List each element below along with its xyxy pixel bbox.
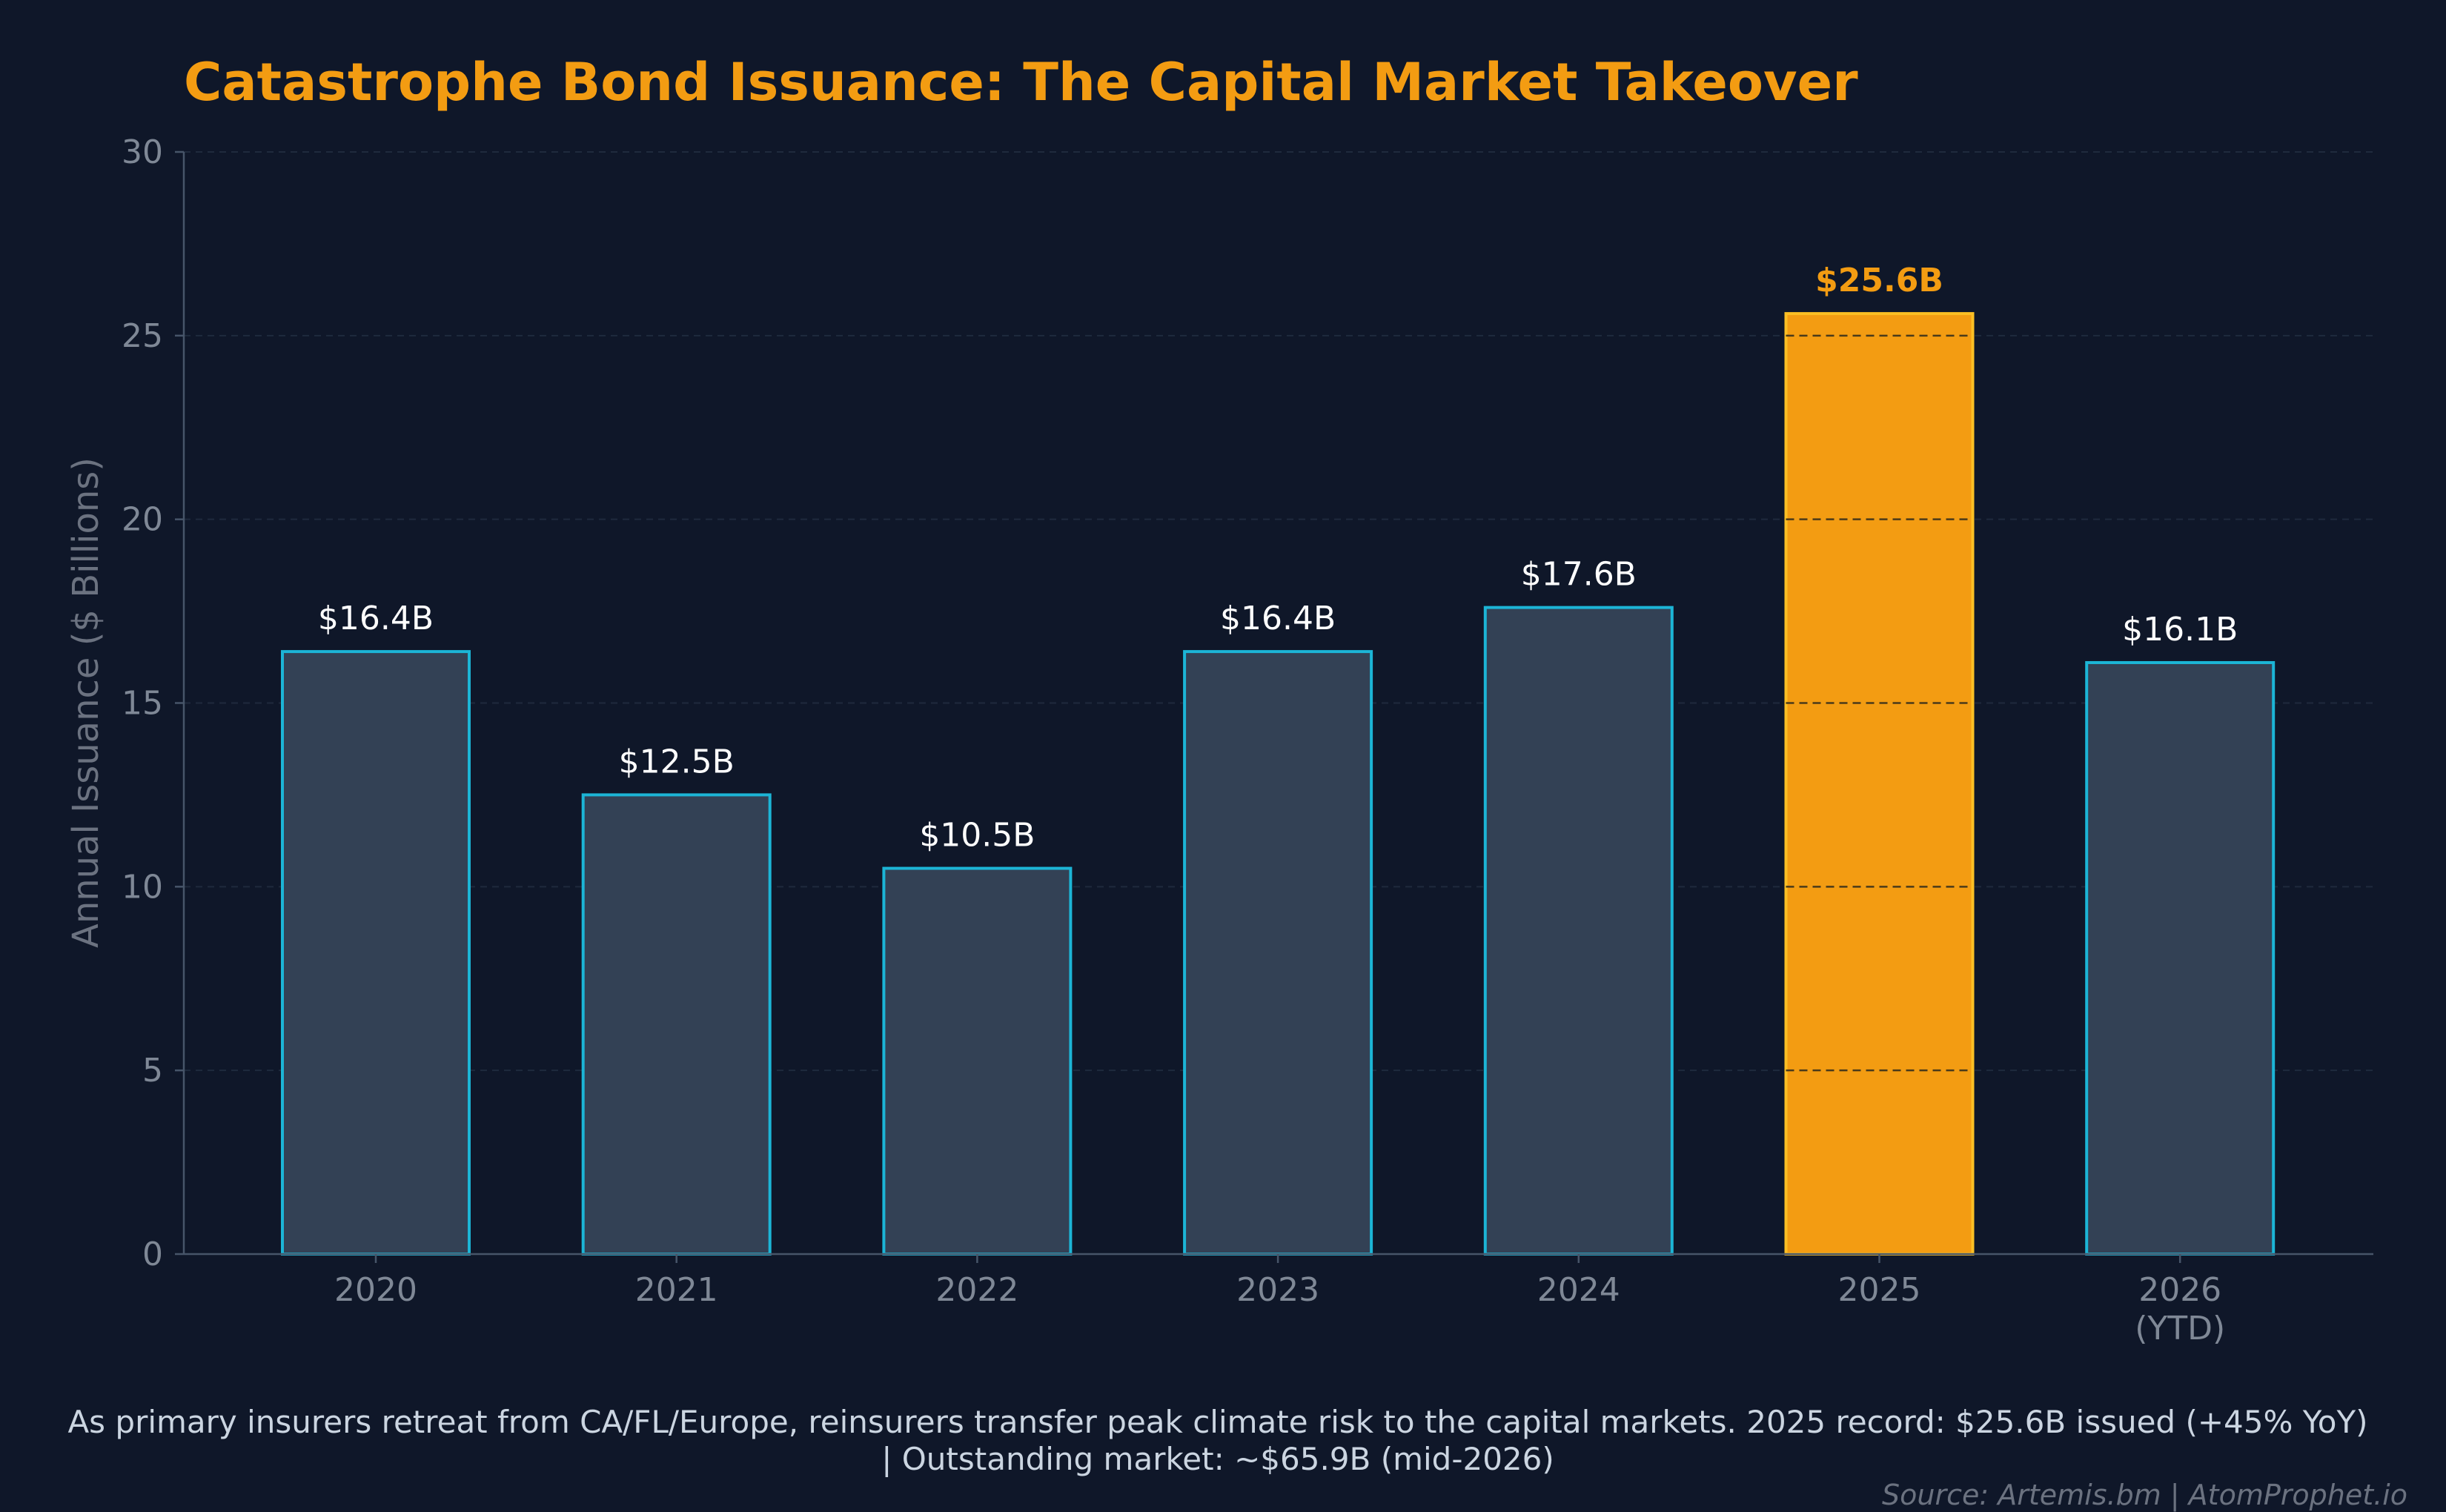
y-tick-label: 20: [122, 501, 163, 539]
y-tick-label: 15: [122, 685, 163, 723]
x-tick-label: (YTD): [2135, 1310, 2225, 1347]
bar: [882, 866, 1073, 1256]
bar-value-label: $16.4B: [318, 600, 434, 637]
chart-title: Catastrophe Bond Issuance: The Capital M…: [184, 52, 1858, 113]
bar-highlight: [1784, 312, 1975, 1256]
y-tick-label: 0: [142, 1236, 163, 1273]
bar: [2085, 660, 2276, 1256]
y-axis-label: Annual Issuance ($ Billions): [65, 457, 107, 948]
bar-value-label: $17.6B: [1521, 556, 1637, 594]
x-tick-label: 2025: [1838, 1271, 1921, 1309]
x-tick-label: 2020: [334, 1271, 417, 1309]
bar-value-label: $16.1B: [2122, 611, 2238, 649]
bar-value-label: $12.5B: [619, 743, 735, 780]
bar: [281, 650, 471, 1256]
y-tick-label: 25: [122, 317, 163, 355]
x-tick-label: 2021: [635, 1271, 718, 1309]
bar-value-label: $25.6B: [1815, 262, 1943, 299]
y-tick-label: 30: [122, 133, 163, 171]
bar: [1483, 606, 1674, 1256]
x-tick-label: 2024: [1537, 1271, 1620, 1309]
bar-value-label: $10.5B: [919, 817, 1035, 855]
y-tick-label: 10: [122, 868, 163, 906]
caption-line-1: As primary insurers retreat from CA/FL/E…: [67, 1404, 2367, 1440]
x-tick-label: 2022: [935, 1271, 1018, 1309]
bar: [581, 793, 772, 1256]
y-ticks: 0 5 10 15 20 25 30: [122, 133, 184, 1273]
bar: [1183, 650, 1373, 1256]
caption-line-2: | Outstanding market: ~$65.9B (mid-2026): [881, 1441, 1554, 1477]
x-tick-label: 2026: [2138, 1271, 2221, 1309]
x-ticks: 2020 2021 2022 2023 2024 2025 2026(YTD): [334, 1254, 2225, 1347]
x-tick-label: 2023: [1236, 1271, 1319, 1309]
source-note: Source: Artemis.bm | AtomProphet.io: [1882, 1479, 2407, 1512]
value-labels: $16.4B $12.5B $10.5B $16.4B $17.6B $25.6B $16.…: [318, 262, 2238, 854]
bar-value-label: $16.4B: [1220, 600, 1336, 637]
bars: [281, 312, 2276, 1256]
y-tick-label: 5: [142, 1052, 163, 1090]
